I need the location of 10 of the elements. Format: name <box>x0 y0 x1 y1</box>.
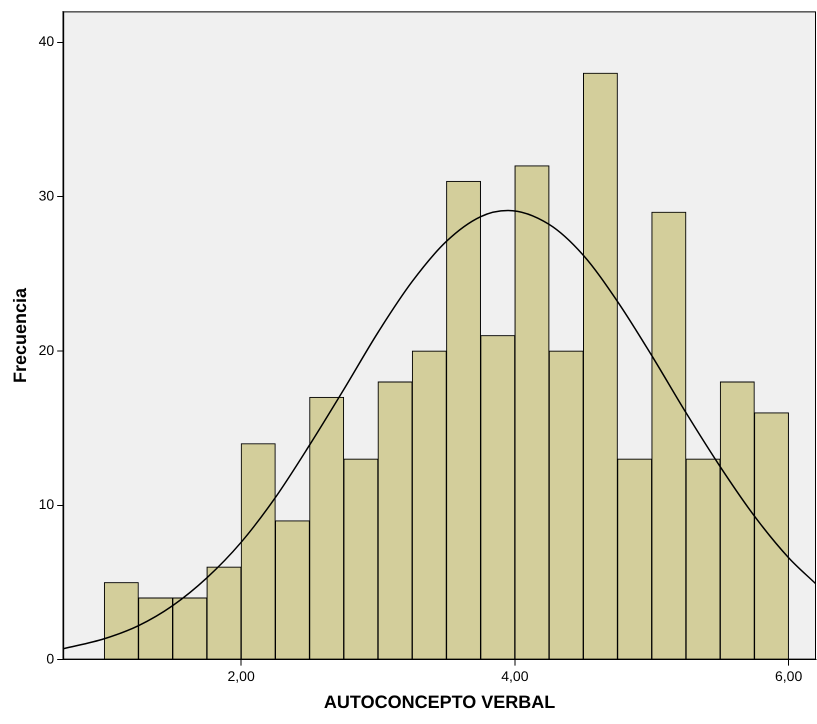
y-tick-label: 10 <box>38 496 54 512</box>
y-axis-title: Frecuencia <box>10 286 30 384</box>
x-tick-label: 6,00 <box>775 668 802 684</box>
y-tick-label: 0 <box>46 650 54 666</box>
y-tick-label: 20 <box>38 342 54 358</box>
y-tick-label: 40 <box>38 33 54 50</box>
x-tick-label: 2,00 <box>227 668 255 684</box>
x-axis-title: AUTOCONCEPTO VERBAL <box>324 692 556 712</box>
y-tick-label: 30 <box>38 187 54 204</box>
x-tick-label: 4,00 <box>501 668 529 684</box>
